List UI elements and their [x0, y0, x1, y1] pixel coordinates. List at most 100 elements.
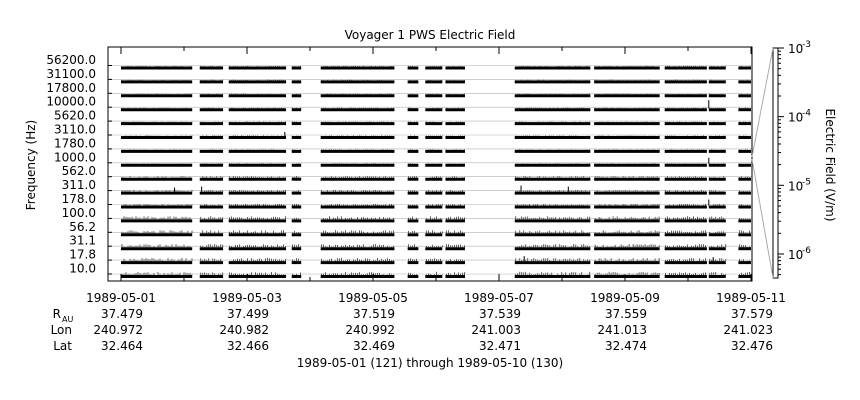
channel-noise-spikes: [428, 149, 439, 150]
x-tick-label: 1989-05-07: [464, 291, 534, 305]
channel-noise-spikes: [446, 79, 465, 81]
ephemeris-value: 32.471: [479, 339, 521, 353]
channel-noise-spikes: [594, 176, 660, 178]
channel-noise-spikes: [325, 93, 394, 95]
channel-noise-spikes: [665, 65, 706, 67]
channel-noise-spikes: [292, 65, 301, 67]
channel-noise-spikes: [408, 176, 417, 178]
channel-noise-spikes: [515, 203, 589, 206]
channel-noise-spikes: [665, 135, 704, 136]
channel-noise-spikes: [200, 121, 224, 123]
channel-noise-spikes: [515, 176, 591, 178]
channel-noise-spikes: [739, 244, 750, 248]
channel-noise-spikes: [739, 230, 750, 234]
channel-noise-spikes: [709, 163, 727, 164]
x-tick-label: 1989-05-05: [338, 291, 408, 305]
channel-noise-spikes: [323, 107, 394, 109]
ephemeris-value: 32.476: [731, 339, 773, 353]
channel-noise-spikes: [321, 204, 394, 206]
channel-noise-spikes: [446, 135, 465, 136]
channel-row: [108, 271, 752, 278]
channel-noise-spikes: [665, 244, 706, 248]
channel-noise-spikes: [665, 176, 706, 178]
channel-noise-spikes: [123, 258, 193, 262]
channel-noise-spikes: [446, 93, 465, 95]
channel-noise-spikes: [292, 231, 301, 234]
channel-noise-spikes: [121, 244, 191, 248]
channel-noise-spikes: [294, 79, 301, 81]
channel-noise-spikes: [709, 135, 727, 136]
channel-noise-spikes: [739, 149, 748, 150]
channel-noise-spikes: [739, 121, 750, 123]
channel-row: [108, 244, 752, 251]
x-tick-label: 1989-05-01: [86, 291, 156, 305]
channel-noise-spikes: [598, 121, 660, 123]
channel-noise-spikes: [711, 149, 727, 150]
channel-noise-spikes: [121, 79, 189, 81]
channel-noise-spikes: [408, 190, 417, 192]
channel-noise-spikes: [739, 272, 750, 275]
channel-noise-spikes: [231, 149, 274, 150]
channel-noise-spikes: [709, 93, 723, 95]
channel-noise-spikes: [519, 65, 589, 67]
channel-noise-spikes: [292, 203, 301, 206]
channel-noise-spikes: [229, 244, 286, 248]
ephemeris-row-subscript: AU: [62, 315, 73, 324]
channel-noise-spikes: [408, 244, 417, 248]
colorbar-tick-exponent: -6: [802, 246, 811, 256]
channel-row: [108, 134, 752, 139]
channel-noise-spikes: [292, 149, 301, 150]
channel-noise-spikes: [426, 244, 443, 248]
channel-noise-spikes: [517, 93, 591, 95]
channel-noise-spikes: [292, 272, 301, 275]
ephemeris-value: 37.539: [479, 307, 521, 321]
channel-traces: [108, 65, 752, 278]
channel-noise-spikes: [202, 135, 224, 136]
channel-noise-spikes: [292, 176, 299, 178]
channel-noise-spikes: [229, 203, 284, 206]
channel-noise-spikes: [323, 176, 394, 178]
date-range-footer: 1989-05-01 (121) through 1989-05-10 (130…: [297, 356, 563, 370]
ephemeris-value: 37.519: [353, 307, 395, 321]
channel-noise-spikes: [665, 149, 706, 150]
channel-noise-spikes: [739, 107, 748, 109]
ephemeris-row-label: R: [53, 307, 61, 321]
channel-noise-spikes: [594, 203, 660, 206]
channel-row: [108, 216, 752, 223]
channel-noise-spikes: [121, 272, 193, 275]
channel-label: 3110.0: [54, 123, 96, 137]
channel-noise-spikes: [408, 107, 413, 109]
channel-noise-spikes: [231, 93, 284, 95]
channel-noise-spikes: [665, 163, 706, 164]
ephemeris-value: 241.003: [471, 323, 521, 337]
channel-noise-spikes: [709, 258, 727, 262]
channel-label: 56200.0: [46, 53, 96, 67]
x-tick-label: 1989-05-11: [716, 291, 786, 305]
channel-noise-spikes: [709, 176, 725, 178]
channel-noise-spikes: [665, 107, 706, 109]
channel-noise-spikes: [292, 244, 301, 248]
channel-noise-spikes: [426, 190, 443, 192]
channel-noise-spikes: [739, 79, 748, 81]
channel-noise-spikes: [233, 257, 286, 262]
channel-row: [108, 162, 752, 167]
channel-noise-spikes: [294, 190, 299, 192]
ephemeris-value: 241.023: [723, 323, 773, 337]
channel-noise-spikes: [594, 216, 660, 220]
colorbar-label: Electric Field (V/m): [823, 108, 837, 221]
channel-noise-spikes: [739, 163, 748, 164]
channel-noise-spikes: [446, 149, 465, 150]
channel-label: 1780.0: [54, 136, 96, 150]
channel-noise-spikes: [200, 244, 224, 248]
ephemeris-value: 32.469: [353, 339, 395, 353]
channel-noise-spikes: [446, 204, 465, 206]
channel-noise-spikes: [596, 190, 660, 192]
channel-noise-spikes: [665, 121, 702, 123]
channel-row: [108, 203, 752, 209]
channel-noise-spikes: [323, 65, 394, 67]
channel-noise-spikes: [204, 190, 224, 192]
channel-noise-spikes: [121, 230, 193, 234]
channel-row: [108, 120, 752, 126]
channel-row: [108, 190, 752, 195]
